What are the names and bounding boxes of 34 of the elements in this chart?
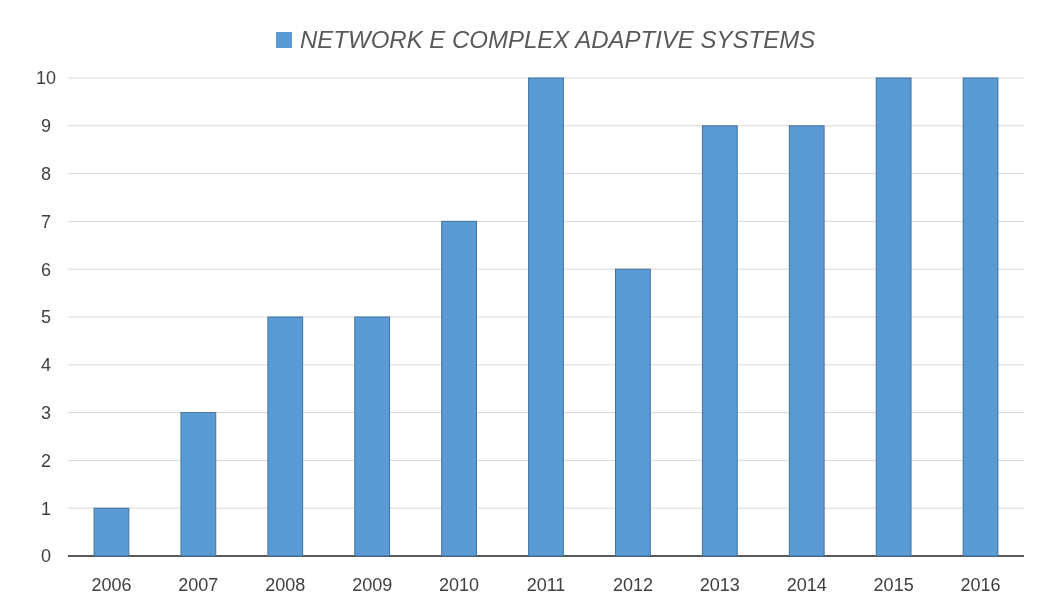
bar (267, 316, 304, 557)
x-tick-label: 2012 (612, 575, 653, 595)
bar (788, 125, 825, 557)
bar (528, 77, 564, 557)
y-tick-label: 9 (40, 116, 52, 137)
bar (962, 77, 999, 557)
bar (615, 268, 651, 557)
y-tick-label: 3 (40, 402, 52, 423)
y-tick-label: 4 (40, 355, 52, 376)
x-tick-label: 2014 (786, 575, 827, 595)
x-tick-label: 2013 (699, 575, 740, 595)
bar (180, 412, 217, 557)
x-tick-label: 2016 (960, 575, 1001, 595)
y-tick-label: 0 (40, 546, 52, 567)
x-tick-label: 2009 (352, 575, 393, 595)
bar (441, 220, 477, 557)
y-tick-label: 6 (40, 259, 52, 280)
bar (701, 125, 738, 557)
x-tick-label: 2008 (265, 575, 306, 595)
y-tick-label: 1 (40, 498, 52, 519)
bar (354, 316, 391, 557)
y-tick-label: 7 (40, 211, 52, 232)
x-tick-label: 2006 (91, 575, 132, 595)
bar (875, 77, 912, 557)
y-tick-label: 10 (35, 68, 57, 89)
bar (93, 507, 130, 557)
legend-label: NETWORK E COMPLEX ADAPTIVE SYSTEMS (300, 26, 816, 54)
x-tick-label: 2015 (873, 575, 914, 595)
y-tick-label: 2 (40, 450, 52, 471)
x-tick-label: 2011 (526, 575, 566, 595)
x-tick-label: 2007 (178, 575, 219, 595)
y-tick-label: 8 (40, 163, 52, 184)
y-tick-label: 5 (40, 307, 52, 328)
x-tick-label: 2010 (439, 575, 480, 595)
